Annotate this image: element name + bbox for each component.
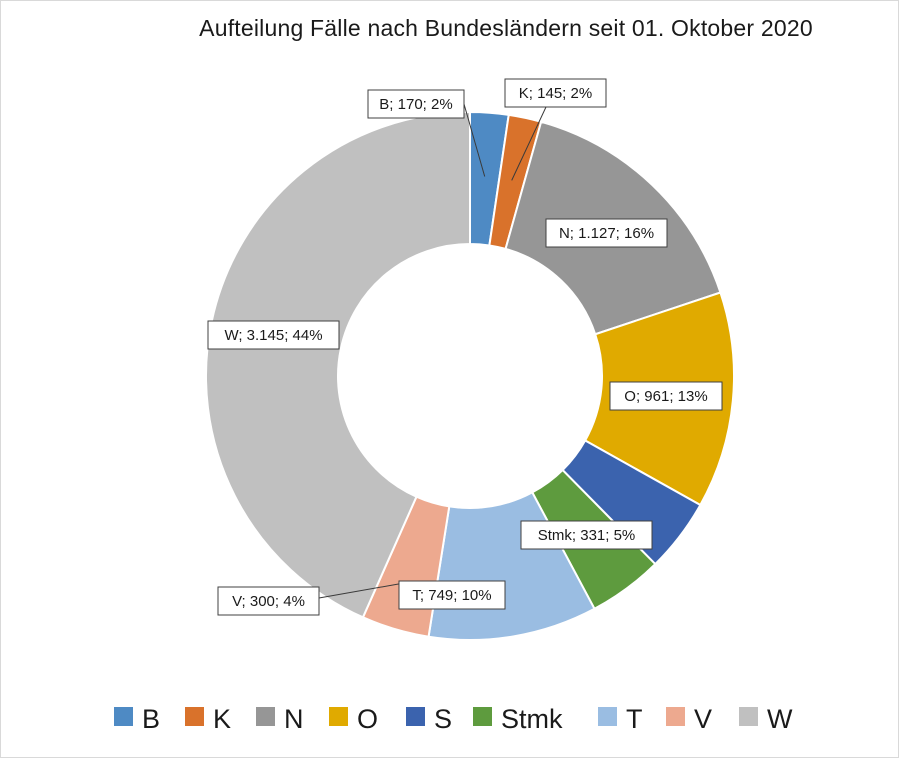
data-label-box-k xyxy=(504,78,607,108)
legend-swatch-b xyxy=(114,707,133,726)
legend-swatch-k xyxy=(185,707,204,726)
legend-swatch-stmk xyxy=(473,707,492,726)
data-label-box-v xyxy=(217,586,320,616)
data-label-box-w xyxy=(207,320,340,350)
data-label-k: K; 145; 2% xyxy=(519,85,592,102)
data-label-box-o xyxy=(609,381,723,411)
data-label-t: T; 749; 10% xyxy=(412,587,491,604)
data-label-w: W; 3.145; 44% xyxy=(224,327,322,344)
legend-swatch-o xyxy=(329,707,348,726)
legend-label-k: K xyxy=(213,704,231,734)
chart-title: Aufteilung Fälle nach Bundesländern seit… xyxy=(199,15,813,41)
slice-w xyxy=(205,110,471,619)
leader-line-k xyxy=(511,106,547,181)
data-label-v: V; 300; 4% xyxy=(232,593,305,610)
leader-line-v xyxy=(318,581,410,599)
data-label-b: B; 170; 2% xyxy=(379,96,452,113)
legend-swatch-v xyxy=(666,707,685,726)
legend-swatch-s xyxy=(406,707,425,726)
legend-label-n: N xyxy=(284,704,304,734)
legend-label-b: B xyxy=(142,704,160,734)
legend-label-o: O xyxy=(357,704,378,734)
data-label-box-t xyxy=(398,580,506,610)
data-label-o: O; 961; 13% xyxy=(624,388,707,405)
data-label-box-b xyxy=(367,89,465,119)
leader-line-b xyxy=(463,103,486,177)
data-label-n: N; 1.127; 16% xyxy=(559,225,654,242)
legend-swatch-w xyxy=(739,707,758,726)
legend-swatch-t xyxy=(598,707,617,726)
legend-label-v: V xyxy=(694,704,712,734)
data-label-box-stmk xyxy=(520,520,653,550)
legend-label-t: T xyxy=(626,704,643,734)
legend-label-w: W xyxy=(767,704,793,734)
legend-swatch-n xyxy=(256,707,275,726)
legend-label-stmk: Stmk xyxy=(501,704,563,734)
legend-label-s: S xyxy=(434,704,452,734)
data-label-box-n xyxy=(545,218,668,248)
data-label-stmk: Stmk; 331; 5% xyxy=(538,527,636,544)
